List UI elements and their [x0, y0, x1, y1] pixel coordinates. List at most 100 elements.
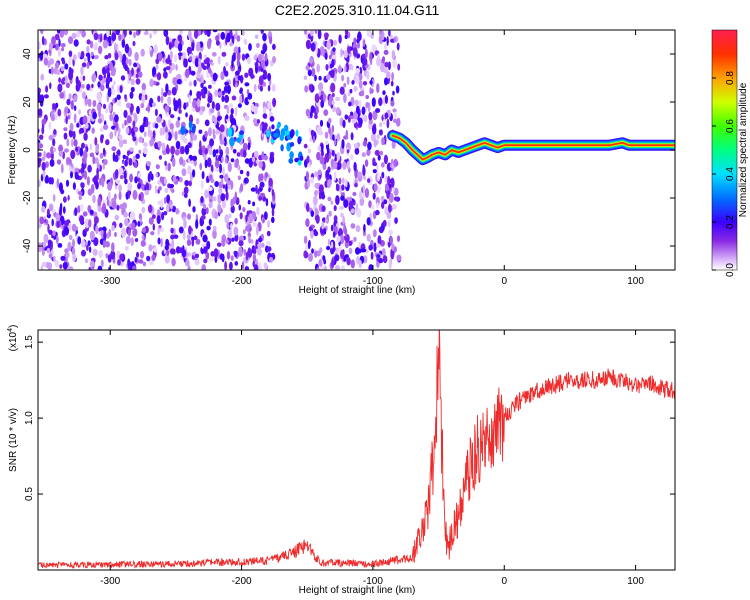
noise-speck: [358, 241, 361, 248]
noise-speck: [89, 40, 94, 49]
noise-speck: [188, 225, 192, 235]
noise-speck: [56, 178, 60, 188]
noise-speck: [350, 223, 356, 229]
noise-speck: [43, 150, 46, 160]
noise-speck: [209, 257, 214, 262]
noise-speck: [179, 156, 184, 166]
noise-speck: [80, 167, 85, 175]
noise-speck: [231, 35, 235, 45]
noise-speck: [114, 232, 117, 237]
noise-speck: [350, 259, 355, 269]
noise-speck: [212, 196, 217, 202]
noise-speck: [94, 157, 99, 164]
noise-speck: [119, 222, 123, 228]
noise-speck: [65, 252, 70, 259]
noise-speck: [330, 241, 334, 249]
noise-speck: [84, 258, 89, 264]
noise-speck: [212, 128, 215, 136]
noise-speck: [161, 211, 165, 221]
noise-speck: [267, 72, 271, 82]
noise-speck: [183, 138, 188, 144]
noise-speck: [81, 239, 86, 248]
noise-speck: [221, 51, 227, 57]
noise-speck: [148, 204, 153, 214]
noise-speck: [236, 52, 241, 61]
noise-speck: [222, 130, 228, 136]
noise-speck: [208, 127, 212, 137]
noise-speck: [224, 214, 229, 224]
noise-speck: [132, 155, 136, 163]
noise-speck: [49, 58, 55, 65]
noise-speck: [323, 157, 327, 165]
noise-speck: [305, 108, 310, 117]
noise-speck: [336, 133, 341, 142]
noise-speck: [123, 64, 128, 70]
noise-speck: [135, 73, 139, 79]
noise-speck: [214, 160, 220, 169]
noise-speck: [208, 147, 212, 156]
noise-speck: [128, 58, 132, 66]
noise-speck: [330, 69, 335, 79]
noise-speck: [361, 192, 366, 199]
noise-speck: [48, 203, 54, 212]
noise-speck: [46, 247, 51, 254]
noise-speck: [63, 75, 68, 84]
noise-speck: [231, 117, 237, 128]
noise-speck: [52, 103, 56, 108]
noise-speck: [154, 108, 158, 117]
noise-speck: [370, 204, 375, 210]
noise-speck: [177, 52, 183, 57]
noise-speck: [49, 158, 55, 167]
noise-speck: [56, 69, 61, 76]
noise-speck: [331, 58, 335, 68]
hot-spot: [188, 120, 192, 129]
noise-speck: [243, 257, 246, 263]
noise-speck: [40, 73, 45, 81]
noise-speck: [127, 229, 131, 237]
noise-speck: [242, 229, 246, 235]
noise-speck: [108, 42, 112, 47]
noise-speck: [344, 30, 349, 36]
noise-speck: [335, 265, 340, 270]
noise-speck: [72, 130, 76, 140]
noise-speck: [138, 213, 142, 220]
noise-speck: [357, 171, 363, 178]
noise-speck: [396, 254, 402, 262]
noise-speck: [215, 40, 220, 46]
colorbar-label: Normalized spectral amplitude: [738, 82, 749, 217]
noise-speck: [315, 214, 320, 224]
noise-speck: [271, 83, 276, 92]
noise-speck: [73, 113, 77, 123]
noise-speck: [124, 159, 128, 167]
noise-speck: [370, 88, 374, 94]
noise-speck: [377, 235, 382, 246]
noise-speck: [269, 116, 275, 122]
noise-speck: [121, 33, 125, 39]
noise-speck: [164, 254, 170, 264]
noise-speck: [376, 83, 380, 94]
noise-speck: [123, 211, 128, 218]
noise-speck: [221, 156, 224, 162]
noise-speck: [220, 31, 226, 40]
noise-speck: [305, 243, 308, 252]
noise-speck: [225, 114, 229, 120]
noise-speck: [372, 229, 377, 238]
noise-speck: [362, 166, 366, 177]
noise-speck: [383, 154, 388, 165]
noise-speck: [163, 176, 167, 185]
noise-speck: [245, 214, 248, 223]
noise-speck: [116, 149, 121, 156]
noise-speck: [51, 218, 54, 227]
noise-speck: [229, 261, 233, 270]
snr-panel: -300 -200 -100 0 100 0.5 1.0 1.5 Height of str…: [7, 325, 676, 596]
noise-speck: [201, 207, 207, 216]
noise-speck: [102, 103, 107, 109]
noise-speck: [241, 53, 246, 61]
noise-speck: [303, 143, 308, 149]
noise-speck: [94, 42, 98, 49]
noise-speck: [126, 102, 131, 109]
noise-speck: [372, 161, 378, 167]
noise-speck: [103, 74, 107, 79]
hot-spot: [289, 130, 294, 138]
noise-speck: [135, 251, 140, 258]
